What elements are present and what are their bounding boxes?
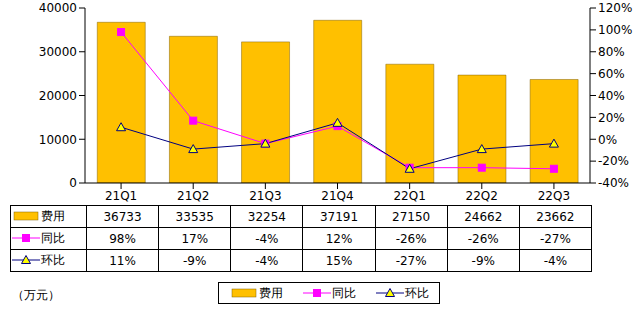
html-text:23662: 23662	[536, 209, 575, 224]
html-text:-9%: -9%	[183, 253, 207, 268]
html-text:-4%: -4%	[255, 231, 279, 246]
svg-text:-20%: -20%	[598, 154, 629, 168]
html-text:-27%: -27%	[395, 253, 427, 268]
html-text:15%: 15%	[325, 253, 353, 268]
svg-text:120%: 120%	[598, 1, 632, 15]
svg-text:0: 0	[69, 176, 77, 190]
html-text:27150: 27150	[392, 209, 431, 224]
html-text:12%: 12%	[325, 231, 353, 246]
svg-text:60%: 60%	[598, 67, 625, 81]
html-text:同比: 同比	[41, 230, 65, 245]
svg-text:21Q2: 21Q2	[177, 189, 209, 203]
html-text:同比: 同比	[332, 285, 356, 300]
svg-text:10000: 10000	[39, 133, 77, 147]
svg-text:-40%: -40%	[598, 176, 629, 190]
svg-text:21Q3: 21Q3	[249, 189, 281, 203]
html-text:-27%: -27%	[539, 231, 571, 246]
html-text:费用: 费用	[41, 208, 65, 223]
html-text:环比: 环比	[405, 285, 430, 300]
svg-text:21Q1: 21Q1	[105, 189, 137, 203]
html-text:环比: 环比	[41, 252, 65, 267]
html-text:-9%: -9%	[471, 253, 495, 268]
html-text:32254: 32254	[247, 209, 286, 224]
html-text:17%: 17%	[181, 231, 208, 246]
svg-text:22Q2: 22Q2	[466, 189, 498, 203]
html-text:费用: 费用	[258, 285, 283, 300]
html-text:36733: 36733	[103, 209, 142, 224]
svg-text:100%: 100%	[598, 23, 632, 37]
svg-text:20%: 20%	[598, 111, 625, 125]
svg-text:80%: 80%	[598, 45, 625, 59]
html-text:-26%: -26%	[395, 231, 427, 246]
html-text:24662: 24662	[464, 209, 503, 224]
svg-text:21Q4: 21Q4	[321, 189, 353, 203]
html-text:98%: 98%	[109, 231, 136, 246]
svg-text:22Q1: 22Q1	[393, 189, 425, 203]
html-text:-4%: -4%	[255, 253, 279, 268]
html-text:11%: 11%	[109, 253, 136, 268]
svg-text:0%: 0%	[598, 133, 617, 147]
html-text:-26%: -26%	[467, 231, 499, 246]
svg-text:20000: 20000	[39, 89, 77, 103]
html-text:-4%: -4%	[543, 253, 568, 268]
html-text:（万元）: （万元）	[12, 288, 60, 302]
html-text:33535: 33535	[175, 209, 214, 224]
svg-text:40%: 40%	[598, 89, 625, 103]
svg-text:22Q3: 22Q3	[538, 189, 570, 203]
svg-text:30000: 30000	[39, 45, 77, 59]
svg-text:40000: 40000	[39, 1, 77, 15]
html-text:37191: 37191	[319, 209, 359, 224]
